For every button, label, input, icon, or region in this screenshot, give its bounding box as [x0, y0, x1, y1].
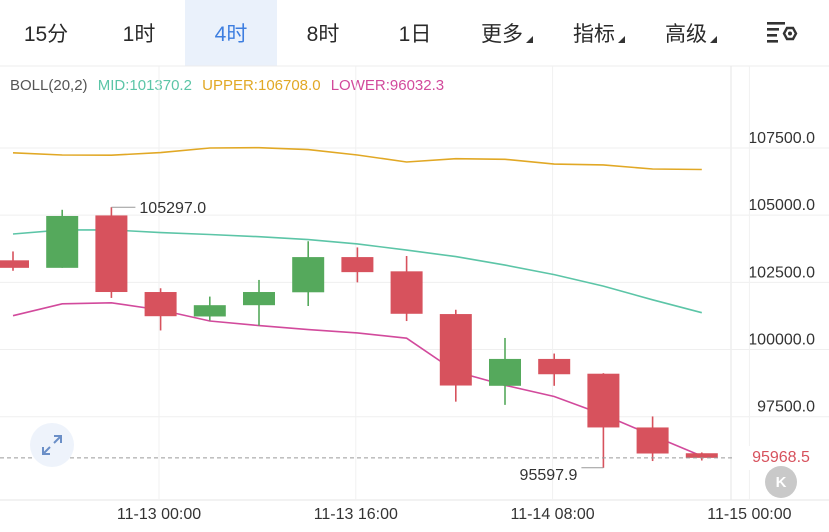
- boll-lower-line: [12, 301, 703, 457]
- candle-body: [0, 260, 29, 268]
- candle-body: [243, 292, 275, 306]
- candle-body: [489, 358, 521, 386]
- x-tick-label: 11-13 00:00: [117, 506, 201, 523]
- high-price-label: 105297.0: [139, 200, 206, 217]
- boll-mid-line: [12, 229, 703, 314]
- boll-upper: UPPER:106708.0: [202, 77, 321, 94]
- candle-body: [341, 257, 374, 273]
- tab-2[interactable]: 4时: [185, 0, 277, 66]
- tab-label: 4时: [214, 23, 248, 46]
- y-tick-label: 107500.0: [748, 130, 815, 147]
- caret-down-icon: [618, 35, 625, 43]
- x-tick-label: 11-15 00:00: [707, 506, 791, 523]
- expand-arrows-icon: [42, 435, 62, 455]
- boll-name: BOLL(20,2): [10, 77, 88, 94]
- expand-button[interactable]: [30, 423, 74, 467]
- tab-4[interactable]: 1日: [369, 0, 461, 66]
- candle-body: [46, 215, 79, 268]
- y-tick-label: 100000.0: [748, 332, 815, 349]
- timeframe-tabs: 15分 1时 4时 8时 1日 更多 指标 高级: [0, 0, 829, 66]
- tab-6[interactable]: 指标: [553, 0, 645, 66]
- candle-body: [95, 215, 128, 293]
- tab-label: 8时: [306, 23, 340, 46]
- candle-body: [538, 358, 571, 375]
- current-price-value: 95968.5: [752, 448, 810, 466]
- candle-body: [390, 271, 423, 314]
- tab-label: 1时: [122, 23, 156, 46]
- tab-5[interactable]: 更多: [461, 0, 553, 66]
- low-price-label: 95597.9: [520, 467, 578, 484]
- y-tick-label: 97500.0: [757, 399, 815, 416]
- tab-label: 更多: [481, 23, 523, 46]
- candle-body: [439, 314, 472, 386]
- tab-label: 15分: [23, 23, 69, 46]
- x-tick-label: 11-14 08:00: [510, 506, 594, 523]
- candle-body: [292, 257, 325, 293]
- candle-body: [193, 305, 226, 317]
- k-logo-icon[interactable]: K: [765, 466, 797, 498]
- tab-label: 1日: [398, 23, 432, 46]
- candle-body: [144, 292, 177, 317]
- caret-down-icon: [526, 35, 533, 43]
- tab-label: 指标: [573, 23, 615, 46]
- candle-body: [636, 427, 669, 454]
- tab-7[interactable]: 高级: [645, 0, 737, 66]
- x-tick-label: 11-13 16:00: [314, 506, 398, 523]
- chart-settings-icon[interactable]: [764, 19, 800, 47]
- boll-lower: LOWER:96032.3: [330, 77, 445, 94]
- boll-indicator-legend: BOLL(20,2) MID:101370.2 UPPER:106708.0 L…: [10, 77, 450, 94]
- candle-body: [685, 453, 718, 458]
- y-tick-label: 102500.0: [748, 264, 815, 281]
- tab-label: 高级: [665, 23, 707, 46]
- y-tick-label: 105000.0: [748, 197, 815, 214]
- candle-body: [587, 373, 620, 428]
- tab-3[interactable]: 8时: [277, 0, 369, 66]
- boll-mid: MID:101370.2: [97, 77, 192, 94]
- tab-0[interactable]: 15分: [0, 0, 92, 66]
- boll-upper-line: [12, 146, 702, 171]
- caret-down-icon: [710, 35, 717, 43]
- tab-1[interactable]: 1时: [93, 0, 185, 66]
- current-price-label: 95968.5: [733, 445, 829, 470]
